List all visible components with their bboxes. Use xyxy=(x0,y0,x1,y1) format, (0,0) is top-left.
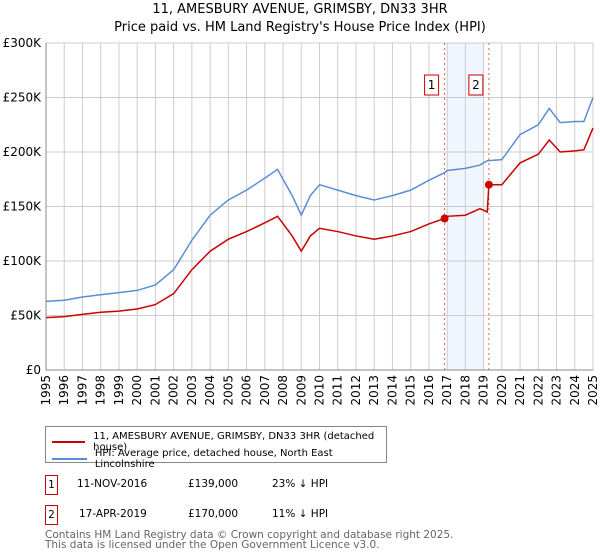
x-tick-label: 2004 xyxy=(203,375,217,406)
sale-marker-box: 1 xyxy=(45,475,58,495)
y-tick-label: £0 xyxy=(26,363,41,377)
x-tick-label: 2009 xyxy=(294,375,308,406)
chart-subtitle: Price paid vs. HM Land Registry's House … xyxy=(114,20,486,35)
legend-swatch-red xyxy=(52,441,86,443)
x-tick-label: 2020 xyxy=(495,375,509,406)
sale-label: 2 xyxy=(472,78,480,92)
x-tick-label: 1995 xyxy=(39,375,53,406)
x-tick-label: 2016 xyxy=(422,375,436,406)
legend-label: 11, AMESBURY AVENUE, GRIMSBY, DN33 3HR (… xyxy=(93,431,375,453)
x-tick-label: 2005 xyxy=(221,375,235,406)
x-tick-label: 2019 xyxy=(477,375,491,406)
y-tick-label: £100K xyxy=(3,254,43,268)
sale-price: £170,000 xyxy=(188,508,239,520)
legend-item-property: 11, AMESBURY AVENUE, GRIMSBY, DN33 3HR (… xyxy=(52,431,386,453)
legend: 11, AMESBURY AVENUE, GRIMSBY, DN33 3HR (… xyxy=(45,426,387,470)
y-tick-label: £300K xyxy=(3,36,43,50)
y-tick-label: £150K xyxy=(3,200,43,214)
x-tick-label: 2003 xyxy=(185,375,199,406)
y-tick-label: £250K xyxy=(3,91,43,105)
x-tick-label: 2025 xyxy=(586,375,600,406)
sale-point xyxy=(484,180,493,189)
sale-date: 17-APR-2019 xyxy=(79,508,147,520)
x-tick-label: 2010 xyxy=(313,375,327,406)
x-tick-label: 1999 xyxy=(112,375,126,406)
sale-price: £139,000 xyxy=(188,478,239,490)
footer: Contains HM Land Registry data © Crown c… xyxy=(45,529,454,551)
x-tick-label: 2014 xyxy=(385,375,399,406)
sale-date: 11-NOV-2016 xyxy=(77,478,148,490)
sale-point xyxy=(440,214,449,223)
x-tick-label: 2022 xyxy=(531,375,545,406)
sale-label-box xyxy=(424,74,440,96)
sale-marker-box: 2 xyxy=(45,505,58,525)
x-tick-label: 2000 xyxy=(130,375,144,406)
x-tick-label: 2024 xyxy=(568,375,582,406)
y-tick-label: £200K xyxy=(3,145,43,159)
legend-swatch-blue xyxy=(52,458,87,460)
footer-licence: This data is licensed under the Open Gov… xyxy=(45,539,380,551)
hpi-line xyxy=(45,97,594,303)
sale-row-2: 2 17-APR-2019 £170,000 11% ↓ HPI xyxy=(45,505,445,525)
legend-label: HPI: Average price, detached house, Nort… xyxy=(94,448,333,470)
property-line xyxy=(45,127,594,319)
x-tick-label: 2008 xyxy=(276,375,290,406)
sale-label-box xyxy=(468,74,484,96)
sale-label: 1 xyxy=(428,78,436,92)
sale-row-1: 1 11-NOV-2016 £139,000 23% ↓ HPI xyxy=(45,475,445,495)
x-tick-label: 2013 xyxy=(367,375,381,406)
sale-hpi-diff: 11% ↓ HPI xyxy=(272,508,329,520)
x-tick-label: 2001 xyxy=(148,375,162,406)
x-tick-label: 2023 xyxy=(550,375,564,406)
x-tick-label: 1998 xyxy=(94,375,108,406)
x-tick-label: 1997 xyxy=(75,375,89,406)
x-tick-label: 2015 xyxy=(404,375,418,406)
x-tick-label: 2017 xyxy=(440,375,454,406)
x-tick-label: 2012 xyxy=(349,375,363,406)
x-tick-label: 2018 xyxy=(458,375,472,406)
sale-hpi-diff: 23% ↓ HPI xyxy=(272,478,329,490)
x-tick-label: 2021 xyxy=(513,375,527,406)
x-tick-label: 2007 xyxy=(258,375,272,406)
y-tick-label: £50K xyxy=(10,309,42,323)
x-tick-label: 1996 xyxy=(57,375,71,406)
legend-item-hpi: HPI: Average price, detached house, Nort… xyxy=(52,448,386,470)
footer-copyright: Contains HM Land Registry data © Crown c… xyxy=(45,529,454,541)
x-tick-label: 2011 xyxy=(331,375,345,406)
x-tick-label: 2002 xyxy=(167,375,181,406)
chart-plot: 1995 1996 1997 1998 1999 2000 2001 2002 2003 2004… xyxy=(3,36,600,406)
chart-title: 11, AMESBURY AVENUE, GRIMSBY, DN33 3HR xyxy=(152,2,448,17)
x-tick-label: 2006 xyxy=(240,375,254,406)
